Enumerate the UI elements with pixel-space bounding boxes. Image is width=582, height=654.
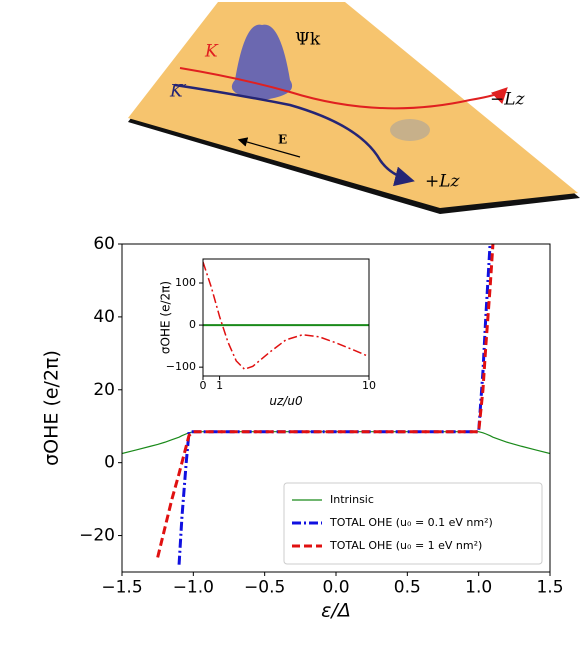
label: K (204, 42, 219, 62)
y-tick-label: −20 (79, 526, 115, 546)
y-tick-label: 0 (189, 318, 196, 331)
x-axis-label: uz/u0 (269, 394, 303, 408)
x-tick-label: −0.5 (244, 577, 285, 597)
x-tick-label: 10 (362, 379, 376, 392)
y-tick-label: 0 (104, 453, 115, 473)
x-tick-label: 1.0 (465, 577, 492, 597)
x-tick-label: −1.0 (173, 577, 214, 597)
x-tick-label: 0 (200, 379, 207, 392)
y-tick-label: 60 (93, 234, 115, 254)
obstacle (390, 119, 430, 141)
legend-label: TOTAL OHE (u₀ = 1 eV nm²) (329, 539, 482, 552)
y-axis-label: σOHE (e/2π) (159, 281, 173, 354)
data-line (177, 244, 492, 565)
x-tick-label: 0.0 (322, 577, 349, 597)
k-path (179, 67, 508, 110)
x-tick-label: 1.5 (536, 577, 563, 597)
axes-frame (202, 258, 370, 377)
field-arrow (237, 137, 301, 158)
data-line (203, 261, 369, 371)
legend-box (283, 482, 543, 565)
y-tick-label: 100 (175, 276, 196, 289)
legend-label: TOTAL OHE (u₀ = 0.1 eV nm²) (329, 516, 493, 529)
y-tick-label: −100 (166, 360, 196, 373)
x-tick-label: −1.5 (101, 577, 142, 597)
kprime-path (174, 83, 415, 187)
label: K′ (169, 82, 187, 102)
label: −Lz (490, 90, 526, 110)
x-tick-label: 0.5 (394, 577, 421, 597)
data-line (156, 244, 495, 558)
x-axis-label: ε/Δ (321, 600, 351, 622)
inset-bg (203, 259, 369, 376)
y-axis-label: σOHE (e/2π) (41, 350, 63, 466)
x-tick-label: 1 (216, 379, 223, 392)
label: Ψk (295, 30, 321, 50)
label: +Lz (425, 172, 461, 192)
plot: −1.5 −1.0 −0.5 0.0 0.5 1.0 1.5 −20 0 20 40 60 ε/Δ σOH… (41, 234, 564, 622)
label: E (278, 133, 287, 147)
schematic: K K′ Ψk −Lz +Lz E (128, 2, 580, 214)
legend-label: Intrinsic (330, 493, 374, 506)
y-tick-label: 20 (93, 380, 115, 400)
y-tick-label: 40 (93, 307, 115, 327)
